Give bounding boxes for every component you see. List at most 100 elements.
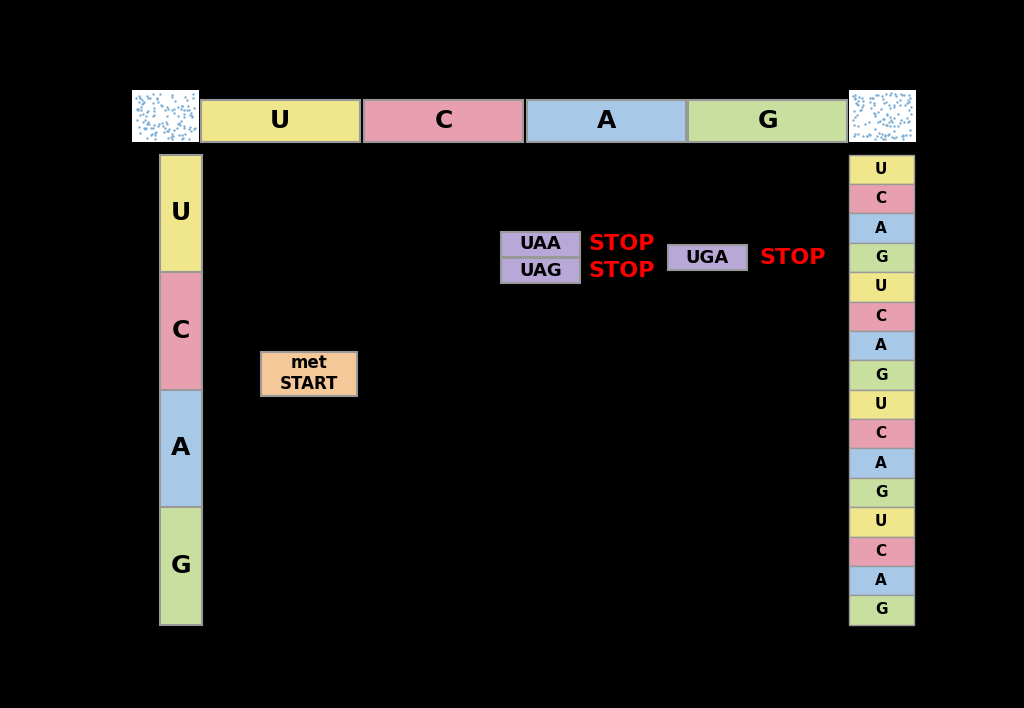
Point: [129, 103, 145, 115]
FancyBboxPatch shape: [849, 507, 913, 537]
Point: [876, 113, 892, 125]
Point: [861, 92, 878, 103]
Point: [899, 113, 915, 124]
Point: [865, 99, 882, 110]
FancyBboxPatch shape: [849, 155, 913, 184]
Text: C: C: [876, 309, 887, 324]
Point: [900, 89, 916, 101]
Point: [879, 110, 895, 121]
Point: [128, 92, 144, 103]
Point: [882, 103, 898, 114]
Text: UGA: UGA: [686, 249, 729, 266]
FancyBboxPatch shape: [849, 214, 913, 243]
Point: [886, 112, 902, 123]
Point: [892, 94, 908, 105]
FancyBboxPatch shape: [849, 360, 913, 389]
Point: [868, 130, 885, 142]
Point: [862, 129, 879, 140]
Point: [847, 90, 863, 101]
Point: [886, 132, 902, 144]
Point: [895, 130, 911, 141]
Point: [156, 126, 172, 137]
Text: C: C: [876, 191, 887, 206]
Point: [866, 123, 883, 135]
Text: C: C: [876, 426, 887, 441]
Point: [862, 96, 879, 108]
Point: [158, 117, 174, 128]
FancyBboxPatch shape: [849, 331, 913, 360]
Point: [874, 133, 891, 144]
Point: [850, 99, 866, 110]
Point: [153, 88, 169, 100]
Point: [847, 93, 863, 105]
Point: [846, 119, 862, 130]
Point: [148, 93, 165, 105]
Point: [164, 104, 180, 115]
Point: [151, 96, 167, 108]
Point: [174, 133, 190, 144]
Point: [174, 130, 190, 141]
Point: [131, 96, 147, 107]
Point: [881, 99, 897, 110]
FancyBboxPatch shape: [849, 595, 913, 624]
Point: [893, 88, 909, 99]
Point: [155, 120, 171, 132]
Point: [901, 104, 918, 115]
Text: U: U: [874, 162, 888, 177]
Point: [890, 108, 906, 119]
Point: [145, 110, 162, 122]
Text: G: G: [874, 603, 888, 617]
Point: [139, 116, 156, 127]
Point: [874, 118, 891, 130]
FancyBboxPatch shape: [160, 155, 202, 272]
Point: [138, 122, 155, 134]
Point: [167, 95, 183, 106]
Point: [886, 101, 902, 113]
Point: [846, 130, 862, 142]
Point: [170, 118, 186, 130]
Point: [884, 117, 900, 128]
Point: [136, 122, 153, 134]
Point: [902, 108, 919, 120]
Point: [174, 100, 190, 111]
Point: [902, 129, 919, 140]
Point: [145, 103, 162, 114]
Point: [895, 89, 911, 101]
Point: [879, 119, 895, 130]
Point: [154, 100, 170, 111]
Point: [902, 92, 919, 103]
Point: [850, 121, 866, 132]
Point: [142, 122, 159, 134]
Point: [159, 119, 175, 130]
Point: [876, 93, 892, 105]
Point: [133, 102, 150, 113]
Point: [870, 127, 887, 139]
Text: UAG: UAG: [519, 261, 562, 280]
Point: [137, 114, 154, 125]
Point: [157, 122, 173, 134]
Text: A: A: [876, 573, 887, 588]
Text: C: C: [434, 109, 453, 133]
Text: A: A: [876, 338, 887, 353]
FancyBboxPatch shape: [849, 302, 913, 331]
Point: [892, 118, 908, 129]
FancyBboxPatch shape: [160, 389, 202, 507]
FancyBboxPatch shape: [527, 101, 686, 142]
Point: [892, 99, 908, 110]
Point: [146, 119, 163, 130]
Point: [132, 127, 148, 139]
FancyBboxPatch shape: [849, 566, 913, 595]
Point: [145, 110, 162, 121]
Point: [869, 89, 886, 101]
Point: [181, 104, 198, 115]
Point: [147, 126, 164, 137]
Point: [895, 130, 911, 142]
Point: [855, 99, 871, 110]
Point: [881, 128, 897, 139]
Point: [164, 134, 180, 145]
Point: [130, 105, 146, 116]
Point: [144, 129, 161, 140]
Point: [160, 103, 176, 115]
Point: [131, 92, 147, 103]
Point: [176, 122, 193, 134]
